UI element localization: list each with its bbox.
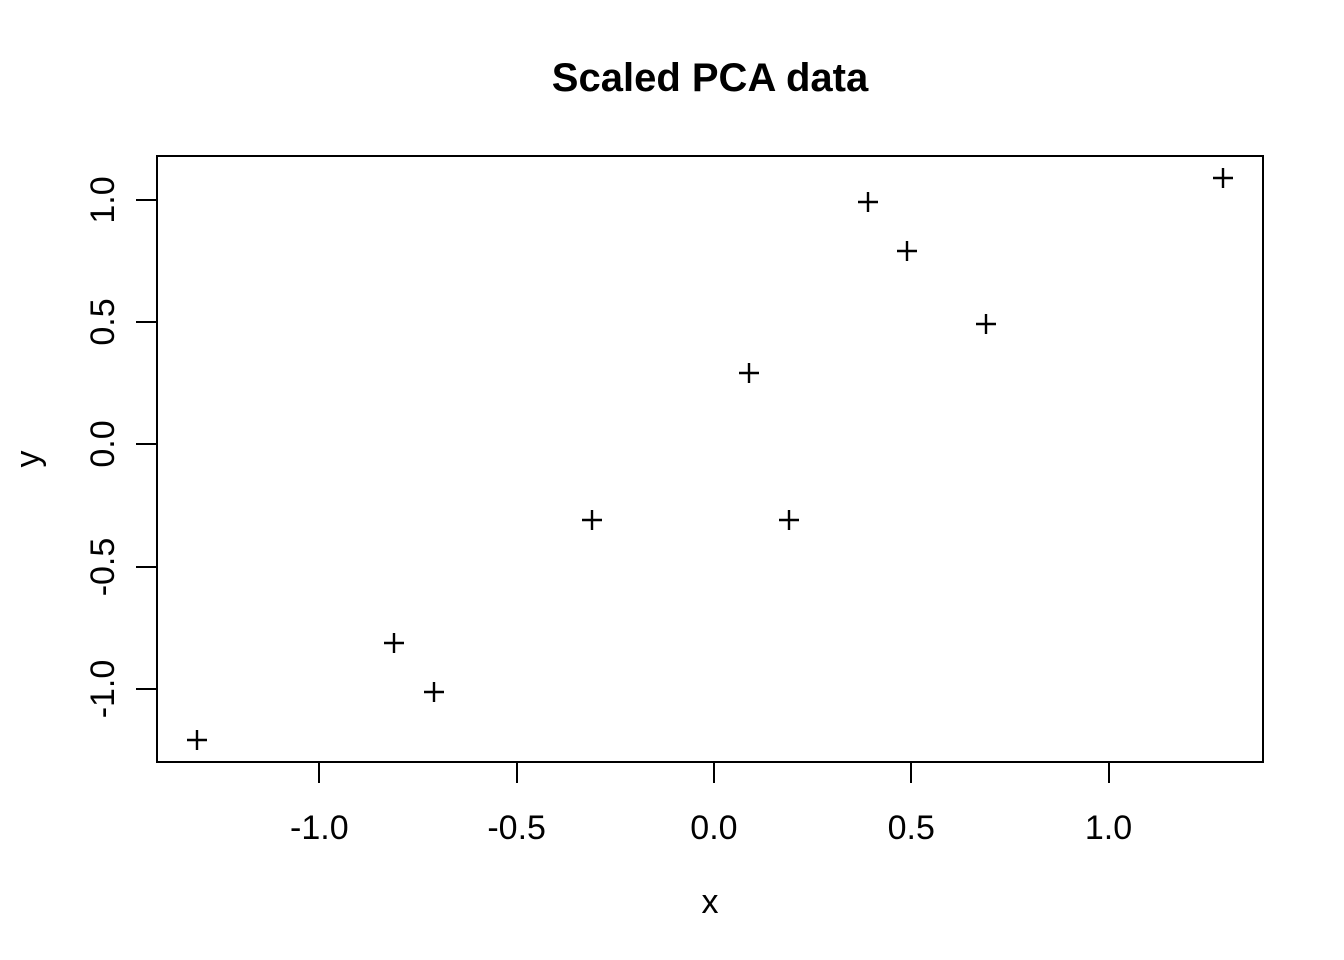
data-point-marker: [1212, 167, 1233, 188]
x-tick-mark: [1107, 763, 1110, 783]
x-tick-label: -0.5: [487, 809, 546, 847]
x-tick-mark: [712, 763, 715, 783]
data-point-marker: [384, 632, 405, 653]
x-tick-mark: [318, 763, 321, 783]
data-point-marker: [739, 363, 760, 384]
x-tick-label: 0.0: [690, 809, 738, 847]
data-point-marker: [976, 314, 997, 335]
data-point-marker: [581, 510, 602, 531]
data-point-marker: [897, 240, 918, 261]
x-tick-label: 0.5: [887, 809, 935, 847]
y-tick-label: 0.5: [84, 298, 122, 346]
x-tick-mark: [910, 763, 913, 783]
data-point-marker: [857, 191, 878, 212]
y-tick-mark: [136, 688, 156, 691]
y-tick-mark: [136, 565, 156, 568]
x-tick-mark: [515, 763, 518, 783]
y-tick-label: 0.0: [84, 420, 122, 468]
y-tick-label: 1.0: [84, 175, 122, 224]
data-point-marker: [187, 730, 208, 751]
x-axis-label: x: [701, 883, 719, 921]
y-axis-label: y: [9, 450, 47, 468]
y-tick-mark: [136, 320, 156, 323]
y-tick-mark: [136, 198, 156, 201]
y-tick-label: -1.0: [84, 659, 122, 719]
chart-title: Scaled PCA data: [551, 56, 869, 100]
y-tick-label: -0.5: [84, 537, 122, 596]
y-tick-mark: [136, 443, 156, 446]
x-tick-label: -1.0: [290, 809, 349, 847]
x-tick-label: 1.0: [1084, 809, 1133, 847]
data-point-marker: [778, 510, 799, 531]
plot-area: [156, 155, 1264, 763]
data-point-marker: [423, 681, 444, 702]
